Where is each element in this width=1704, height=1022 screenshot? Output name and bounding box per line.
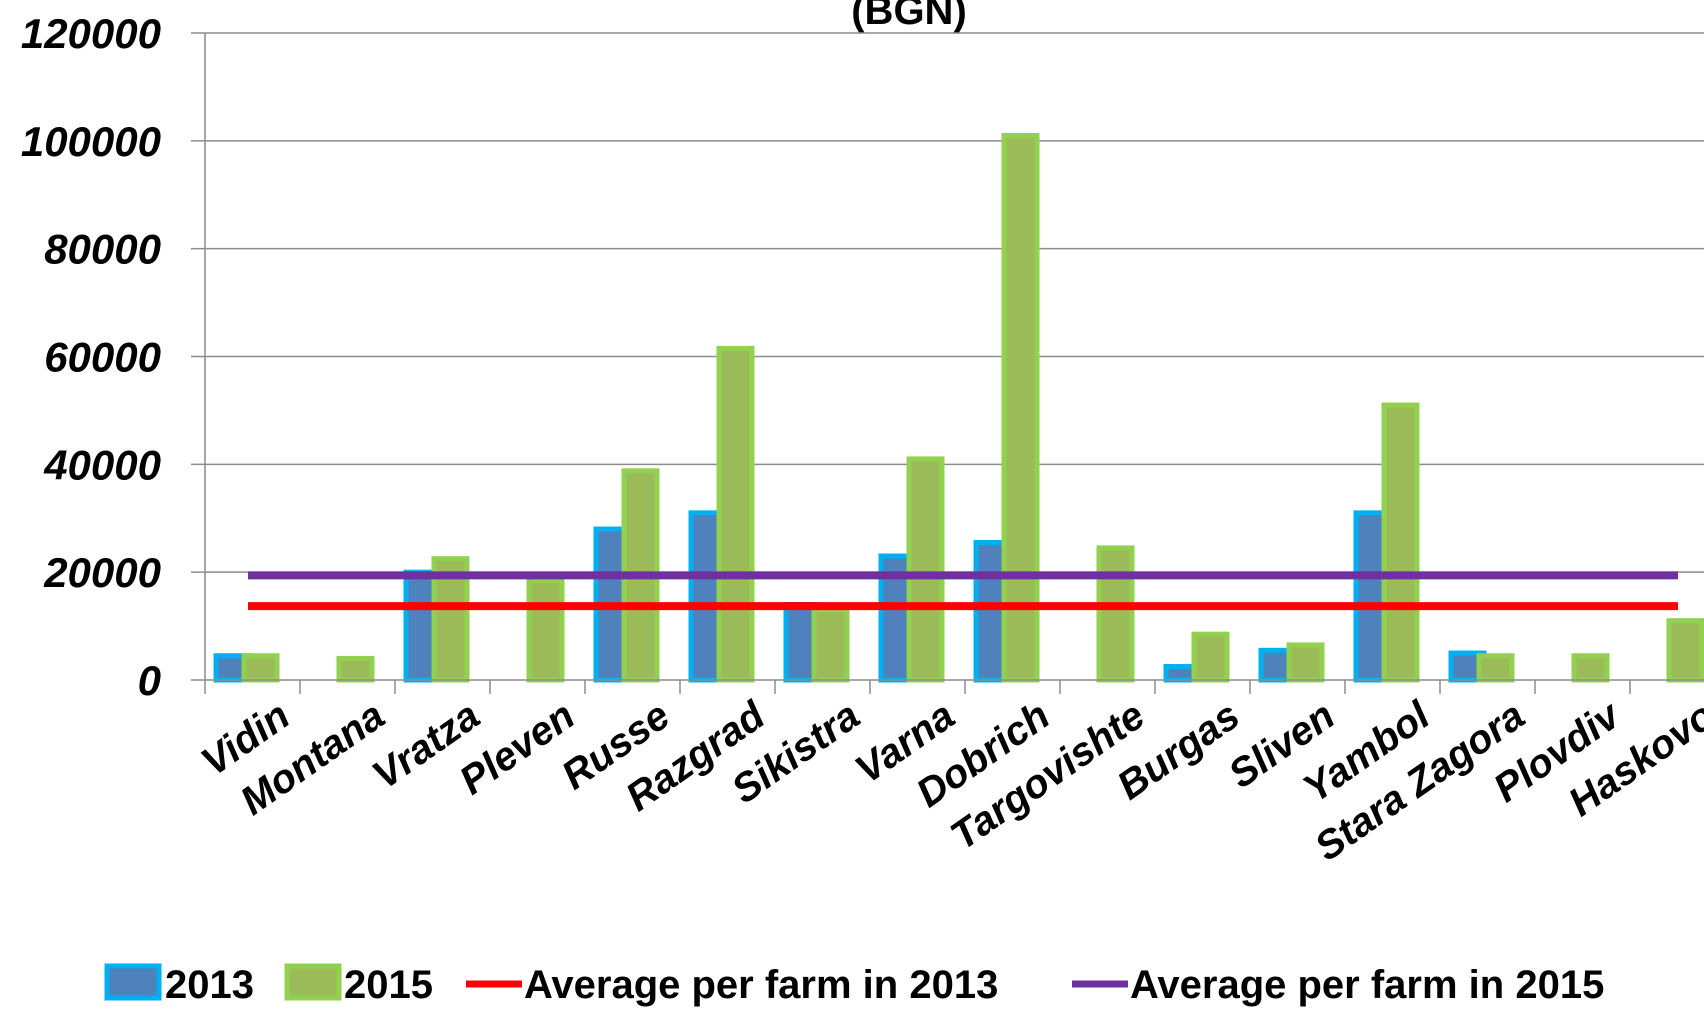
bar-2015 xyxy=(716,345,755,683)
y-tick-label: 0 xyxy=(138,657,161,704)
legend-label: 2013 xyxy=(165,963,254,1007)
chart-title: (BGN) xyxy=(851,0,967,33)
bar-2015 xyxy=(811,607,850,683)
legend-swatch-2013 xyxy=(104,963,162,1001)
x-axis-labels: VidinMontanaVratzaPlevenRusseRazgradSiki… xyxy=(194,692,1704,870)
legend: 2013 2015 Average per farm in 2013 Average … xyxy=(104,963,1604,1007)
bar-2015 xyxy=(241,653,280,683)
y-tick-label: 120000 xyxy=(21,10,161,57)
y-tick-label: 20000 xyxy=(43,549,161,596)
average-lines xyxy=(248,571,1678,611)
y-tick-label: 40000 xyxy=(43,441,161,488)
bars xyxy=(213,132,1704,683)
legend-label: 2015 xyxy=(344,963,433,1007)
bar-2015 xyxy=(1286,642,1325,683)
bar-2015 xyxy=(1381,402,1420,683)
bar-2015 xyxy=(1571,653,1610,683)
bar-2015 xyxy=(1191,631,1230,683)
bar-2015 xyxy=(1096,545,1135,683)
bar-2015 xyxy=(336,655,375,683)
y-tick-label: 80000 xyxy=(44,226,161,273)
bar-2015 xyxy=(1666,618,1704,683)
legend-swatch-2015 xyxy=(284,963,342,1001)
bar-2015 xyxy=(526,577,565,683)
legend-label: Average per farm in 2015 xyxy=(1130,963,1604,1007)
axes xyxy=(204,33,1704,694)
gridlines xyxy=(205,32,1704,573)
y-tick-label: 100000 xyxy=(21,118,161,165)
legend-label: Average per farm in 2013 xyxy=(524,963,998,1007)
y-axis-ticks: 0 20000 40000 60000 80000 100000 120000 xyxy=(21,10,205,704)
bar-2015 xyxy=(906,456,945,683)
bar-2015 xyxy=(1001,132,1040,683)
bar-2015 xyxy=(1476,653,1515,683)
y-tick-label: 60000 xyxy=(44,334,161,381)
